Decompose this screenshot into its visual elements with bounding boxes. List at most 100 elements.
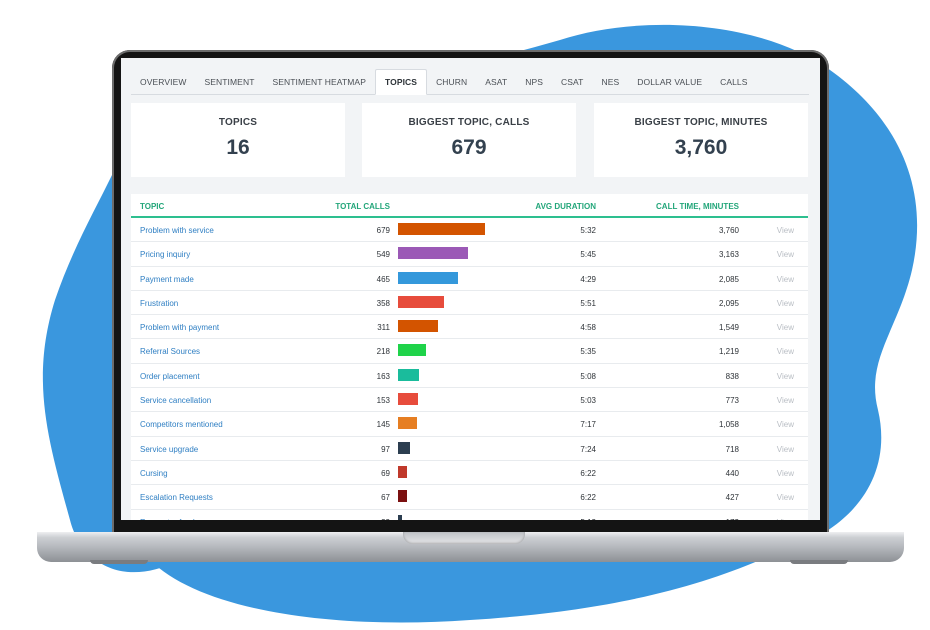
topic-link[interactable]: Problem with payment	[140, 323, 220, 333]
avg-duration-value: 5:03	[580, 396, 596, 406]
header-call-time[interactable]: CALL TIME, MINUTES	[656, 202, 739, 211]
avg-duration-value: 5:12	[580, 518, 596, 520]
tab-calls[interactable]: CALLS	[720, 77, 748, 87]
call-time-value: 1,219	[718, 347, 739, 357]
table-row: Payment made 465 4:29 2,085 View	[131, 267, 808, 291]
call-time-value: 838	[725, 371, 739, 381]
topic-link[interactable]: Problem with service	[140, 226, 214, 235]
topic-link[interactable]: Service upgrade	[140, 444, 199, 454]
topic-link[interactable]: Service cancellation	[140, 396, 212, 406]
total-calls-value: 358	[376, 298, 390, 308]
calls-bar	[398, 393, 418, 406]
total-calls-value: 465	[376, 274, 390, 284]
topic-link[interactable]: Payment made	[140, 274, 194, 284]
call-time-value: 427	[725, 493, 739, 503]
tab-csat[interactable]: CSAT	[561, 77, 584, 87]
table-row: Competitors mentioned 145 7:17 1,058 View	[131, 412, 808, 437]
avg-duration-value: 7:24	[580, 444, 596, 454]
tab-overview[interactable]: OVERVIEW	[140, 77, 187, 87]
header-topic[interactable]: TOPIC	[140, 202, 165, 211]
total-calls-value: 679	[376, 226, 390, 235]
card-value: 16	[226, 136, 250, 159]
call-time-value: 1,058	[718, 420, 739, 430]
table-row: Escalation Requests 67 6:22 427 View	[131, 485, 808, 510]
avg-duration-value: 5:51	[580, 298, 596, 308]
view-link[interactable]: View	[776, 323, 794, 333]
table-row: Frustration 358 5:51 2,095 View	[131, 291, 808, 316]
tab-dollar-value[interactable]: DOLLAR VALUE	[637, 77, 703, 87]
topic-link[interactable]: Cursing	[140, 468, 168, 478]
call-time-value: 773	[725, 396, 739, 406]
view-link[interactable]: View	[776, 420, 794, 430]
card-value: 679	[451, 136, 487, 159]
topic-link[interactable]: Request refund	[140, 518, 195, 520]
calls-bar	[398, 344, 426, 357]
total-calls-value: 153	[376, 396, 390, 406]
tab-sentiment-heatmap[interactable]: SENTIMENT HEATMAP	[272, 77, 366, 87]
table-row: Problem with payment 311 4:58 1,549 View	[131, 315, 808, 340]
total-calls-value: 67	[381, 493, 390, 503]
avg-duration-value: 4:29	[580, 274, 596, 284]
topic-link[interactable]: Pricing inquiry	[140, 250, 191, 260]
topic-link[interactable]: Competitors mentioned	[140, 420, 223, 430]
topic-link[interactable]: Frustration	[140, 298, 179, 308]
total-calls-value: 549	[376, 250, 390, 260]
card-title: TOPICS	[218, 117, 258, 128]
view-link[interactable]: View	[776, 468, 794, 478]
view-link[interactable]: View	[776, 274, 794, 284]
laptop-foot-left	[90, 560, 148, 564]
call-time-value: 2,095	[718, 298, 739, 308]
total-calls-value: 145	[376, 420, 390, 430]
card-value: 3,760	[674, 136, 728, 159]
view-link[interactable]: View	[776, 444, 794, 454]
total-calls-value: 33	[381, 518, 390, 520]
topics-table: TOPIC TOTAL CALLS AVG DURATION CALL TIME…	[131, 194, 808, 520]
table-row: Cursing 69 6:22 440 View	[131, 461, 808, 486]
table-body: Problem with service 679 5:32 3,760 View Pric…	[131, 218, 808, 520]
topic-link[interactable]: Order placement	[140, 371, 200, 381]
call-time-value: 3,760	[718, 226, 739, 235]
call-time-value: 172	[726, 518, 739, 520]
topics-card: TOPICS 16	[131, 103, 345, 177]
avg-duration-value: 6:22	[580, 468, 596, 478]
tab-churn[interactable]: CHURN	[436, 77, 468, 87]
view-link[interactable]: View	[776, 298, 794, 308]
calls-bar	[398, 223, 485, 235]
view-link[interactable]: View	[776, 347, 794, 357]
table-row: Problem with service 679 5:32 3,760 View	[131, 218, 808, 243]
view-link[interactable]: View	[776, 250, 794, 260]
laptop-notch	[403, 532, 525, 544]
biggest-minutes-card: BIGGEST TOPIC, MINUTES 3,760	[594, 103, 808, 177]
total-calls-value: 69	[381, 468, 390, 478]
view-link[interactable]: View	[776, 396, 794, 406]
table-row: Order placement 163 5:08 838 View	[131, 364, 808, 389]
call-time-value: 1,549	[718, 323, 739, 333]
calls-bar	[398, 247, 468, 260]
dashboard-screen: OVERVIEW SENTIMENT SENTIMENT HEATMAP TOPICS…	[121, 58, 820, 520]
calls-bar	[398, 368, 419, 381]
header-total-calls[interactable]: TOTAL CALLS	[335, 202, 390, 211]
header-avg-duration[interactable]: AVG DURATION	[535, 202, 596, 211]
topic-link[interactable]: Escalation Requests	[140, 493, 213, 503]
tab-nes[interactable]: NES	[601, 77, 620, 87]
laptop-foot-right	[790, 560, 848, 564]
view-link[interactable]: View	[776, 371, 794, 381]
table-row: Referral Sources 218 5:35 1,219 View	[131, 339, 808, 364]
calls-bar	[398, 271, 458, 284]
avg-duration-value: 5:35	[580, 347, 596, 357]
avg-duration-value: 5:08	[580, 371, 596, 381]
tab-topics[interactable]: TOPICS	[374, 69, 428, 95]
topic-link[interactable]: Referral Sources	[140, 347, 201, 357]
call-time-value: 718	[725, 444, 739, 454]
call-time-value: 3,163	[718, 250, 739, 260]
tab-nps[interactable]: NPS	[525, 77, 544, 87]
tab-asat[interactable]: ASAT	[485, 77, 508, 87]
view-link[interactable]: View	[777, 518, 794, 520]
avg-duration-value: 5:32	[580, 226, 596, 235]
calls-bar	[398, 320, 438, 333]
view-link[interactable]: View	[776, 226, 794, 235]
view-link[interactable]: View	[776, 493, 794, 503]
avg-duration-value: 5:45	[580, 250, 596, 260]
total-calls-value: 311	[377, 323, 390, 333]
tab-sentiment[interactable]: SENTIMENT	[204, 77, 255, 87]
